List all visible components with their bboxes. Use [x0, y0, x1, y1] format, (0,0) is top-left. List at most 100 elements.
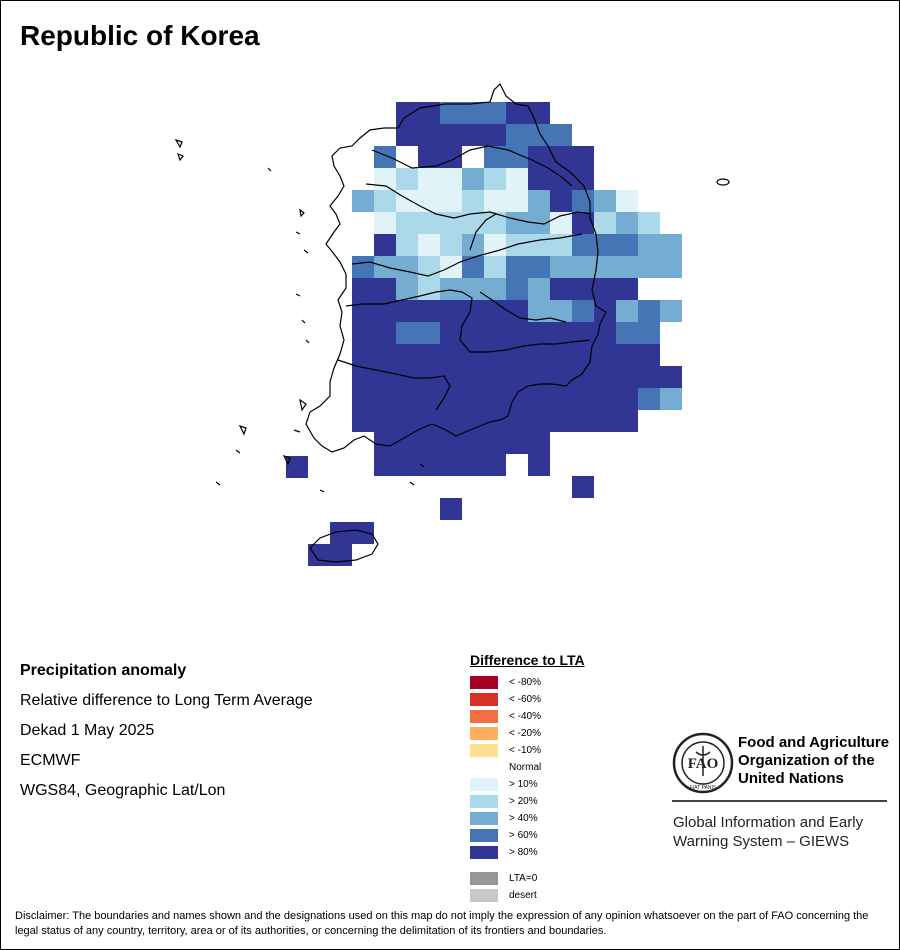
province-boundary-southwest: [337, 359, 451, 411]
legend-item-label: Normal: [509, 762, 542, 773]
legend-item-row: > 10%: [470, 777, 650, 794]
anomaly-cell: [638, 344, 660, 366]
anomaly-cell: [484, 256, 506, 278]
precipitation-anomaly-map: [174, 82, 730, 566]
anomaly-cell: [528, 256, 550, 278]
anomaly-cell: [462, 102, 484, 124]
anomaly-cell: [506, 322, 528, 344]
anomaly-cell: [418, 278, 440, 300]
legend-item-row: < -60%: [470, 692, 650, 709]
anomaly-cell: [506, 432, 528, 454]
anomaly-cell: [374, 278, 396, 300]
anomaly-cell: [528, 344, 550, 366]
province-boundary-north: [371, 145, 573, 187]
anomaly-cell: [616, 366, 638, 388]
anomaly-cell: [616, 410, 638, 432]
anomaly-cell: [572, 146, 594, 168]
anomaly-cell: [528, 168, 550, 190]
anomaly-cell: [440, 102, 462, 124]
legend-extra-row: desert: [470, 888, 650, 905]
anomaly-cell: [462, 322, 484, 344]
anomaly-cell: [462, 234, 484, 256]
fao-organization-name: Food and Agriculture Organization of the…: [738, 734, 889, 788]
anomaly-cell: [616, 388, 638, 410]
anomaly-cell: [352, 410, 374, 432]
anomaly-cell: [506, 168, 528, 190]
legend-extra-label: desert: [509, 890, 537, 901]
anomaly-cell: [374, 322, 396, 344]
anomaly-cell: [484, 190, 506, 212]
legend-item-swatch: [470, 710, 498, 723]
anomaly-cell: [528, 278, 550, 300]
legend-extra-label: LTA=0: [509, 873, 538, 884]
anomaly-cell: [484, 300, 506, 322]
legend-item-swatch: [470, 744, 498, 757]
anomaly-cell: [374, 146, 396, 168]
info-line-2: Dekad 1 May 2025: [20, 722, 155, 739]
legend-extra-swatch: [470, 889, 498, 902]
legend-item-label: > 40%: [509, 813, 538, 824]
anomaly-cell: [528, 124, 550, 146]
anomaly-grid: [286, 102, 682, 566]
anomaly-cell: [616, 234, 638, 256]
giews-line-2: Warning System – GIEWS: [673, 833, 850, 850]
legend-item-label: > 10%: [509, 779, 538, 790]
anomaly-cell: [484, 278, 506, 300]
anomaly-cell: [550, 410, 572, 432]
anomaly-cell: [418, 388, 440, 410]
anomaly-cell: [594, 278, 616, 300]
anomaly-cell: [462, 454, 484, 476]
anomaly-cell: [572, 212, 594, 234]
anomaly-cell: [418, 454, 440, 476]
anomaly-cell: [484, 102, 506, 124]
anomaly-cell: [484, 322, 506, 344]
anomaly-cell: [484, 344, 506, 366]
anomaly-cell: [550, 234, 572, 256]
anomaly-cell: [550, 124, 572, 146]
anomaly-cell: [594, 256, 616, 278]
anomaly-cell: [352, 300, 374, 322]
legend-extra-items: LTA=0 desert: [470, 871, 650, 905]
anomaly-cell: [506, 410, 528, 432]
anomaly-cell: [616, 278, 638, 300]
anomaly-cell: [594, 190, 616, 212]
anomaly-cell: [506, 278, 528, 300]
anomaly-cell: [506, 300, 528, 322]
legend-item-label: < -40%: [509, 711, 541, 722]
map-info-block: Precipitation anomaly Relative differenc…: [20, 656, 313, 806]
legend-extra-row: LTA=0: [470, 871, 650, 888]
anomaly-cell: [352, 344, 374, 366]
anomaly-cell: [352, 322, 374, 344]
anomaly-cell: [374, 366, 396, 388]
legend: Difference to LTA < -80% < -60% < -40% < -2…: [470, 652, 650, 905]
anomaly-cell: [374, 212, 396, 234]
anomaly-cell: [572, 344, 594, 366]
province-boundary-east: [469, 213, 567, 323]
anomaly-cell: [462, 190, 484, 212]
anomaly-cell: [506, 234, 528, 256]
legend-item-swatch: [470, 795, 498, 808]
anomaly-cell: [484, 454, 506, 476]
anomaly-cell: [528, 410, 550, 432]
anomaly-cell: [594, 212, 616, 234]
anomaly-cell: [418, 146, 440, 168]
anomaly-cell: [374, 234, 396, 256]
legend-items: < -80% < -60% < -40% < -20% < -10% Normal > 10…: [470, 675, 650, 862]
anomaly-cell: [440, 410, 462, 432]
anomaly-cell: [396, 190, 418, 212]
anomaly-cell: [506, 212, 528, 234]
anomaly-cell: [528, 300, 550, 322]
anomaly-cell: [396, 410, 418, 432]
anomaly-cell: [374, 454, 396, 476]
fao-name-line-2: Organization of the: [738, 752, 875, 769]
legend-item-swatch: [470, 676, 498, 689]
anomaly-cell: [572, 388, 594, 410]
legend-item-swatch: [470, 693, 498, 706]
anomaly-cell: [616, 212, 638, 234]
anomaly-cell: [550, 322, 572, 344]
legend-item-label: > 60%: [509, 830, 538, 841]
anomaly-cell: [396, 344, 418, 366]
anomaly-cell: [440, 234, 462, 256]
anomaly-cell: [330, 522, 352, 544]
anomaly-cell: [396, 102, 418, 124]
